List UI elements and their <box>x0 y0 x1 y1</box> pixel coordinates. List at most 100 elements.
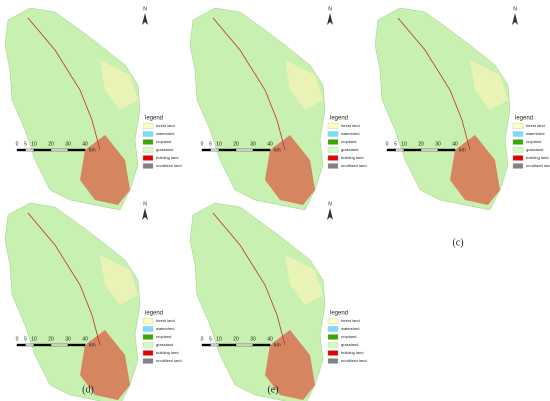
legend-swatch <box>142 342 154 348</box>
building-area <box>80 330 130 400</box>
scale-segment <box>67 148 86 152</box>
river <box>27 212 101 346</box>
forest-patch <box>100 255 138 305</box>
legend-label: forest land <box>341 123 360 128</box>
scale-segment <box>16 343 26 347</box>
north-label: N <box>328 201 332 207</box>
legend-label: forest land <box>341 318 360 323</box>
legend-swatch <box>327 342 339 348</box>
legend-swatch <box>142 318 154 324</box>
scale-tick-label: 0 <box>16 141 19 147</box>
building-area <box>80 135 130 205</box>
legend-title: legend <box>145 311 163 317</box>
scale-tick-label: 20 <box>48 141 54 147</box>
legend-label: watershed <box>156 131 174 136</box>
scale-tick-label: 0 <box>201 336 204 342</box>
legend-swatch <box>327 318 339 324</box>
scale-tick-label: 40 <box>267 141 273 147</box>
legend-title: legend <box>145 116 163 122</box>
river <box>212 17 286 151</box>
panel-label: (c) <box>452 237 463 248</box>
legend-swatch <box>512 139 524 145</box>
scale-segment <box>420 148 439 152</box>
scale-segment <box>50 343 69 347</box>
scale-tick-label: 30 <box>65 141 71 147</box>
scale-tick-label: 5 <box>394 141 397 147</box>
legend-swatch <box>512 123 524 129</box>
scale-segment <box>67 343 86 347</box>
scale-tick-label: 10 <box>31 141 37 147</box>
north-label: N <box>143 6 147 12</box>
legend-label: grassland <box>156 147 173 152</box>
forest-patch <box>285 255 323 305</box>
legend-label: cropland <box>156 334 171 339</box>
legend-swatch <box>142 155 154 161</box>
scale-segment <box>403 148 422 152</box>
scale-tick-label: 20 <box>233 336 239 342</box>
scale-unit: km <box>459 147 466 153</box>
legend-label: watershed <box>341 326 359 331</box>
scale-segment <box>201 148 211 152</box>
river <box>27 17 101 151</box>
legend-swatch <box>512 131 524 137</box>
scale-tick-label: 40 <box>267 336 273 342</box>
legend-title: legend <box>330 311 348 317</box>
scale-tick-label: 40 <box>82 336 88 342</box>
legend-label: grassland <box>156 342 173 347</box>
scale-segment <box>252 343 271 347</box>
north-label: N <box>513 6 517 12</box>
legend-title: legend <box>515 116 533 122</box>
legend-swatch <box>142 147 154 153</box>
scale-unit: km <box>274 342 281 348</box>
scale-segment <box>218 343 237 347</box>
panel-label: (d) <box>82 384 94 395</box>
legend-swatch <box>142 123 154 129</box>
scale-segment <box>33 343 52 347</box>
scale-tick-label: 10 <box>216 141 222 147</box>
legend-label: cropland <box>341 334 356 339</box>
legend-swatch <box>142 163 154 169</box>
scale-tick-label: 20 <box>233 141 239 147</box>
legend-swatch <box>512 163 524 169</box>
legend-swatch <box>142 326 154 332</box>
legend-label: cropland <box>341 139 356 144</box>
legend-label: grassland <box>341 342 358 347</box>
building-area <box>265 330 315 400</box>
scale-segment <box>252 148 271 152</box>
legend-swatch <box>327 358 339 364</box>
scale-unit: km <box>274 147 281 153</box>
legend-swatch <box>142 139 154 145</box>
building-area <box>265 135 315 205</box>
scale-segment <box>50 148 69 152</box>
north-arrow <box>327 13 333 25</box>
legend-label: building land <box>526 155 548 160</box>
north-arrow <box>142 208 148 220</box>
scale-segment <box>16 148 26 152</box>
legend-swatch <box>327 147 339 153</box>
legend-swatch <box>512 147 524 153</box>
scale-tick-label: 30 <box>65 336 71 342</box>
scale-unit: km <box>89 342 96 348</box>
scale-tick-label: 5 <box>209 141 212 147</box>
legend-label: cropland <box>156 139 171 144</box>
building-area <box>450 135 500 205</box>
legend-swatch <box>327 326 339 332</box>
scale-tick-label: 40 <box>82 141 88 147</box>
legend-swatch <box>327 123 339 129</box>
north-arrow <box>512 13 518 25</box>
forest-patch <box>285 60 323 110</box>
scale-tick-label: 0 <box>16 336 19 342</box>
river <box>397 17 471 151</box>
legend-label: unutilized land <box>526 163 550 168</box>
scale-tick-label: 30 <box>435 141 441 147</box>
scale-tick-label: 0 <box>201 141 204 147</box>
legend-label: watershed <box>526 131 544 136</box>
scale-segment <box>218 148 237 152</box>
legend-label: watershed <box>156 326 174 331</box>
legend-swatch <box>327 334 339 340</box>
legend-title: legend <box>330 116 348 122</box>
legend-label: grassland <box>526 147 543 152</box>
legend-swatch <box>327 155 339 161</box>
